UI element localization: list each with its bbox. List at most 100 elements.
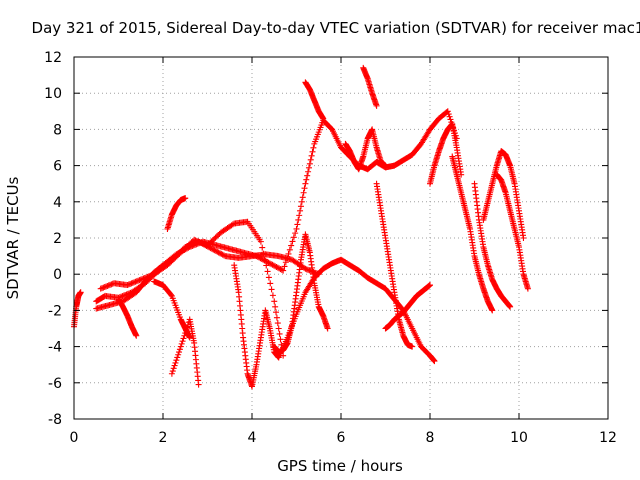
data-point [195,381,202,388]
data-point [265,274,272,281]
data-point [218,250,225,257]
data-point [273,263,280,270]
data-point [256,254,263,261]
data-point [300,189,307,196]
data-point [308,152,315,159]
data-point [324,325,331,332]
series-6 [164,195,189,232]
data-point [177,249,184,256]
data-point [269,292,276,299]
x-tick-label: 2 [159,430,168,446]
data-point [282,259,289,266]
data-point [229,221,236,228]
y-tick-label: 12 [44,50,62,66]
x-axis-title: GPS time / hours [277,457,403,475]
series-20 [471,180,514,310]
data-point [297,203,304,210]
y-axis-title: SDTVAR / TECUs [4,176,22,299]
data-point [264,268,271,275]
data-point [306,160,313,167]
data-point [219,251,226,258]
y-tick-label: 6 [53,159,62,175]
data-point [271,298,278,305]
data-point [431,358,438,365]
data-point [259,244,266,251]
data-point [268,261,275,268]
data-point [274,320,281,327]
data-point [299,194,306,201]
x-tick-label: 6 [337,430,346,446]
data-point [264,258,271,265]
data-point [289,238,296,245]
data-point [178,340,185,347]
data-point [179,338,186,345]
data-point [409,343,416,350]
series-18 [427,120,465,187]
data-point [444,108,451,115]
data-point [298,198,305,205]
data-point [269,261,276,268]
data-point [173,251,180,258]
data-point [276,265,283,272]
y-tick-label: 10 [44,86,62,102]
data-point [427,282,433,289]
data-point [254,253,261,260]
y-tick-label: 2 [53,231,62,247]
data-point [262,258,269,265]
data-point [290,234,297,241]
data-point [310,144,317,151]
data-point [171,362,178,369]
data-point [212,248,219,255]
data-point [180,247,187,254]
data-point [182,246,189,253]
series-3 [93,108,460,312]
data-point [257,255,264,262]
data-point [281,263,288,270]
data-point [273,314,280,321]
data-point [301,264,308,271]
series-13 [373,180,416,350]
x-tick-label: 8 [426,430,435,446]
data-point [276,330,283,337]
data-point [257,238,264,245]
data-point [261,257,268,264]
data-point [304,172,311,179]
data-point [277,336,284,343]
data-series [71,64,531,390]
y-tick-label: -6 [48,376,62,392]
y-tick-label: -8 [48,412,62,428]
data-point [296,212,303,219]
data-point [174,354,181,361]
data-point [286,246,293,253]
data-point [176,249,183,256]
data-point [309,148,316,155]
series-12 [360,64,380,109]
data-point [507,303,514,310]
data-point [302,180,309,187]
data-point [265,259,272,266]
data-point [272,263,279,270]
data-point [266,260,273,267]
data-point [77,289,84,296]
data-point [288,242,295,249]
data-point [274,264,281,271]
data-point [211,247,218,254]
data-point [258,255,265,262]
data-point [280,267,287,274]
data-point [174,250,181,257]
axis-ticks: 0 2 4 6 8 10 12 -8 -6 -4 -2 0 2 4 6 8 10 12 [44,50,617,446]
data-point [301,185,308,192]
data-point [489,307,496,314]
series-9 [231,256,438,390]
data-point [446,113,453,120]
series-11 [302,79,327,122]
data-point [173,357,180,364]
data-point [277,266,284,273]
data-point [272,303,279,310]
data-point [260,256,267,263]
data-point [295,216,302,223]
x-tick-label: 0 [70,430,79,446]
data-point [172,359,179,366]
data-point [273,309,280,316]
